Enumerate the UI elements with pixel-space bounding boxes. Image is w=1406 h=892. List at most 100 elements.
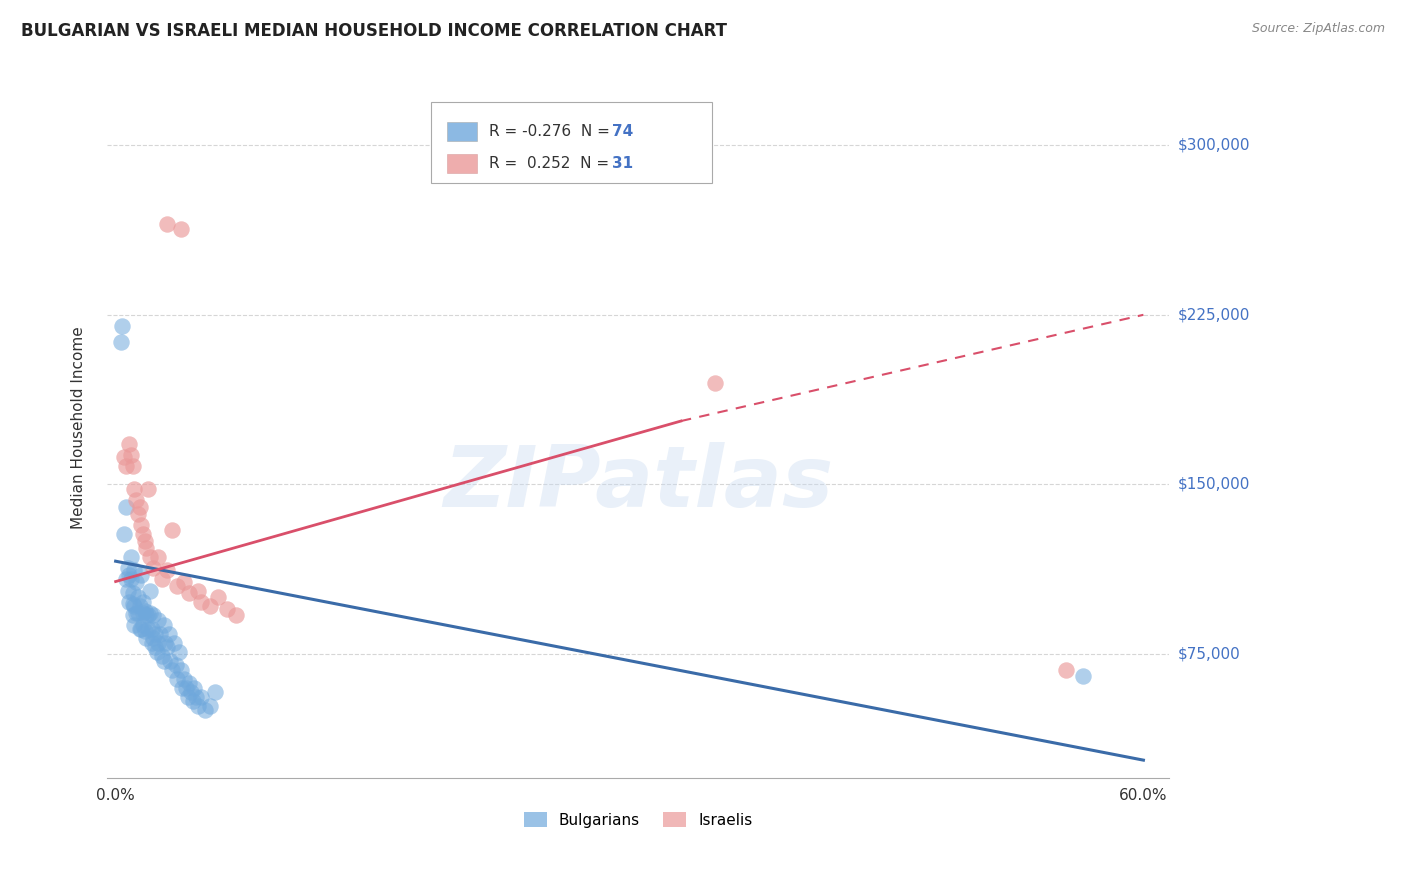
Point bbox=[132, 595, 155, 609]
Point bbox=[115, 572, 138, 586]
Point bbox=[128, 622, 150, 636]
Point bbox=[132, 606, 155, 620]
Point bbox=[167, 645, 190, 659]
Point bbox=[135, 541, 157, 555]
Point bbox=[134, 533, 156, 548]
Point bbox=[159, 654, 181, 668]
Text: 31: 31 bbox=[612, 156, 633, 171]
Point bbox=[135, 608, 157, 623]
Point bbox=[121, 608, 143, 623]
Point bbox=[150, 572, 173, 586]
Point bbox=[131, 622, 153, 636]
Point bbox=[125, 574, 148, 589]
Point bbox=[141, 622, 163, 636]
Point bbox=[117, 583, 139, 598]
FancyBboxPatch shape bbox=[447, 121, 477, 141]
Point bbox=[198, 599, 221, 614]
Point bbox=[155, 635, 177, 649]
Point bbox=[170, 663, 193, 677]
Point bbox=[121, 459, 143, 474]
Point bbox=[172, 681, 194, 695]
Point bbox=[139, 549, 162, 564]
Text: $75,000: $75,000 bbox=[1178, 647, 1240, 661]
Point bbox=[110, 334, 132, 349]
Point bbox=[1073, 669, 1095, 683]
Point bbox=[136, 608, 159, 623]
Point bbox=[173, 574, 195, 589]
Point bbox=[132, 617, 155, 632]
Text: ZIPatlas: ZIPatlas bbox=[443, 442, 834, 525]
Point bbox=[179, 676, 201, 690]
Point bbox=[187, 698, 209, 713]
Point bbox=[148, 549, 170, 564]
Point bbox=[131, 518, 153, 533]
FancyBboxPatch shape bbox=[447, 153, 477, 173]
Point bbox=[136, 622, 159, 636]
Point bbox=[225, 608, 247, 623]
Point bbox=[157, 626, 180, 640]
Point bbox=[120, 448, 142, 462]
Point bbox=[124, 599, 146, 614]
Point bbox=[145, 645, 167, 659]
Point bbox=[190, 690, 212, 704]
Point bbox=[183, 681, 205, 695]
Point bbox=[141, 635, 163, 649]
Point bbox=[139, 583, 162, 598]
Point bbox=[132, 527, 155, 541]
Point bbox=[704, 376, 727, 390]
Point bbox=[152, 654, 174, 668]
Point bbox=[124, 563, 146, 577]
Point bbox=[124, 617, 146, 632]
Point bbox=[121, 597, 143, 611]
Point bbox=[148, 613, 170, 627]
Point bbox=[156, 563, 179, 577]
Point bbox=[160, 523, 183, 537]
Point bbox=[198, 698, 221, 713]
Point bbox=[150, 649, 173, 664]
Point bbox=[166, 672, 188, 686]
Point bbox=[120, 572, 142, 586]
Point bbox=[120, 549, 142, 564]
FancyBboxPatch shape bbox=[432, 102, 713, 183]
Text: $150,000: $150,000 bbox=[1178, 477, 1250, 491]
Point bbox=[118, 436, 141, 450]
Point bbox=[142, 631, 165, 645]
Legend: Bulgarians, Israelis: Bulgarians, Israelis bbox=[517, 805, 758, 834]
Point bbox=[160, 663, 183, 677]
Text: $300,000: $300,000 bbox=[1178, 137, 1250, 153]
Point bbox=[134, 624, 156, 639]
Point bbox=[142, 561, 165, 575]
Point bbox=[170, 222, 193, 236]
Point bbox=[125, 493, 148, 508]
Point bbox=[118, 595, 141, 609]
Point bbox=[173, 672, 195, 686]
Point bbox=[127, 507, 149, 521]
Point bbox=[125, 606, 148, 620]
Point bbox=[204, 685, 226, 699]
Point bbox=[111, 319, 134, 334]
Point bbox=[134, 604, 156, 618]
Point bbox=[131, 567, 153, 582]
Point bbox=[180, 685, 202, 699]
Point bbox=[194, 703, 217, 717]
Point bbox=[112, 450, 135, 465]
Point bbox=[1054, 663, 1077, 677]
Text: 74: 74 bbox=[612, 124, 633, 139]
Point bbox=[181, 694, 204, 708]
Text: R =  0.252  N =: R = 0.252 N = bbox=[489, 156, 614, 171]
Text: BULGARIAN VS ISRAELI MEDIAN HOUSEHOLD INCOME CORRELATION CHART: BULGARIAN VS ISRAELI MEDIAN HOUSEHOLD IN… bbox=[21, 22, 727, 40]
Point bbox=[128, 500, 150, 514]
Point bbox=[215, 601, 238, 615]
Text: Source: ZipAtlas.com: Source: ZipAtlas.com bbox=[1251, 22, 1385, 36]
Point bbox=[143, 640, 166, 654]
Point bbox=[118, 567, 141, 582]
Point bbox=[148, 635, 170, 649]
Point bbox=[117, 561, 139, 575]
Point bbox=[121, 586, 143, 600]
Point bbox=[152, 617, 174, 632]
Text: $225,000: $225,000 bbox=[1178, 308, 1250, 322]
Point bbox=[207, 591, 229, 605]
Point bbox=[156, 640, 179, 654]
Point bbox=[124, 482, 146, 496]
Point bbox=[142, 608, 165, 623]
